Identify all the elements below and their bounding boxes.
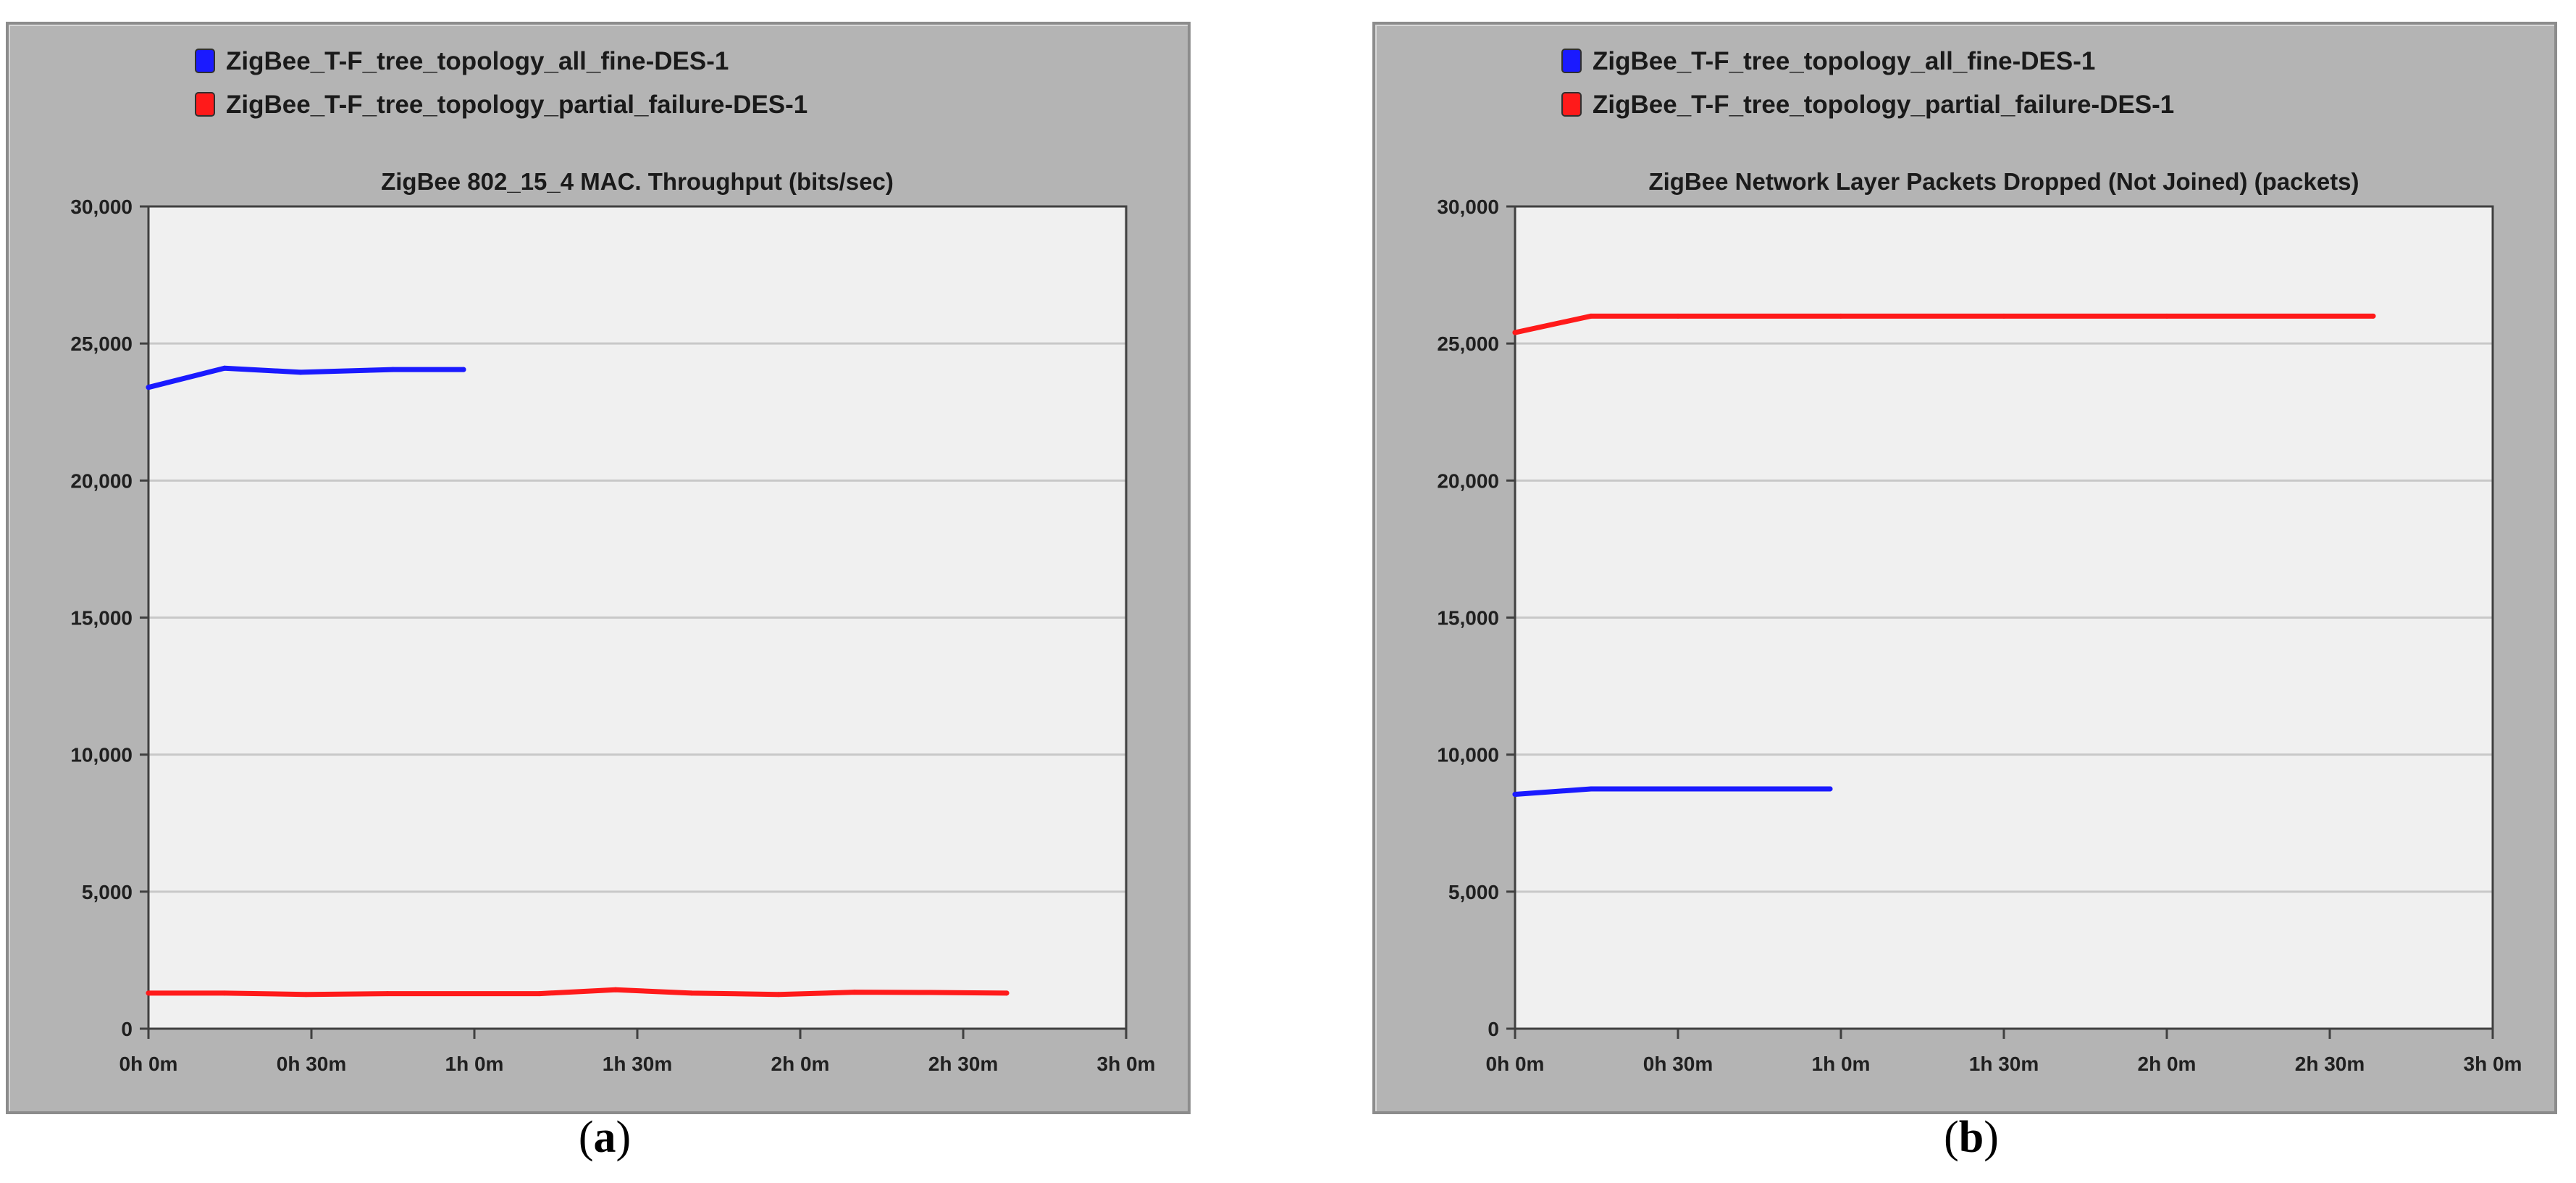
x-tick-label: 0h 30m — [277, 1053, 347, 1075]
y-tick-label: 30,000 — [70, 196, 133, 218]
chart-b: 0 5,000 10,000 15,000 20,000 25,000 30,000 0h 0… — [1437, 47, 2522, 1075]
chart-title: ZigBee Network Layer Packets Dropped (No… — [1648, 168, 2359, 195]
chart-title: ZigBee 802_15_4 MAC. Throughput (bits/se… — [381, 168, 894, 195]
y-tick-label: 5,000 — [82, 881, 133, 903]
caption-letter: a — [593, 1113, 616, 1162]
x-tick-label: 0h 0m — [119, 1053, 178, 1075]
y-tick-label: 0 — [1488, 1018, 1499, 1040]
series-line-1 — [1512, 786, 1833, 798]
x-tick-label: 0h 30m — [1643, 1053, 1713, 1075]
caption-letter: b — [1958, 1113, 1984, 1162]
data-point — [146, 990, 151, 996]
data-point — [852, 990, 857, 995]
data-point — [1004, 990, 1010, 996]
data-point — [222, 990, 227, 996]
data-point — [689, 990, 695, 996]
legend-swatch — [1561, 92, 1582, 117]
y-tick-label: 30,000 — [1437, 196, 1499, 218]
data-point — [222, 365, 227, 371]
data-point — [776, 992, 781, 998]
data-point — [2370, 313, 2376, 319]
data-point — [537, 991, 542, 997]
data-point — [303, 992, 309, 998]
legend-swatch — [195, 49, 215, 73]
x-tick-label: 1h 30m — [1969, 1053, 2039, 1075]
x-tick-label: 2h 30m — [928, 1053, 999, 1075]
data-point — [1675, 313, 1681, 319]
data-point — [2164, 313, 2170, 319]
data-point — [1827, 786, 1833, 792]
y-tick-label: 20,000 — [70, 469, 133, 492]
y-tick-label: 25,000 — [70, 333, 133, 355]
data-point — [928, 990, 934, 995]
data-point — [1588, 313, 1594, 319]
y-tick-label: 10,000 — [70, 744, 133, 766]
panel-caption-a: (a) — [578, 1113, 632, 1162]
chart-panel-a: 0 5,000 10,000 15,000 20,000 25,000 30,000 0h 0… — [0, 0, 1209, 1162]
data-point — [613, 987, 618, 992]
y-tick-label: 5,000 — [1448, 881, 1499, 903]
legend-label: ZigBee_T-F_tree_topology_partial_failure… — [226, 91, 807, 119]
data-point — [1675, 786, 1681, 792]
legend-label: ZigBee_T-F_tree_topology_partial_failure… — [1593, 91, 2174, 119]
x-tick-label: 1h 0m — [445, 1053, 504, 1075]
x-tick-label: 0h 0m — [1486, 1053, 1545, 1075]
data-point — [385, 991, 390, 997]
y-tick-label: 15,000 — [1437, 607, 1499, 630]
data-point — [390, 367, 395, 372]
y-tick-label: 25,000 — [1437, 333, 1499, 355]
x-tick-label: 1h 0m — [1812, 1053, 1871, 1075]
data-point — [1838, 313, 1844, 319]
y-tick-label: 0 — [121, 1018, 133, 1040]
legend-label: ZigBee_T-F_tree_topology_all_fine-DES-1 — [1593, 47, 2095, 75]
legend-swatch — [1561, 49, 1582, 73]
x-tick-label: 3h 0m — [2464, 1053, 2522, 1075]
data-point — [1512, 792, 1518, 798]
data-point — [298, 369, 303, 375]
legend-label: ZigBee_T-F_tree_topology_all_fine-DES-1 — [226, 47, 729, 75]
x-tick-label: 3h 0m — [1097, 1053, 1156, 1075]
chart-a: 0 5,000 10,000 15,000 20,000 25,000 30,000 0h 0… — [70, 47, 1156, 1075]
chart-panel-b: 0 5,000 10,000 15,000 20,000 25,000 30,000 0h 0… — [1367, 0, 2576, 1162]
data-point — [2001, 313, 2007, 319]
x-tick-label: 2h 30m — [2295, 1053, 2365, 1075]
data-point — [1588, 786, 1594, 792]
x-tick-label: 2h 0m — [771, 1053, 830, 1075]
legend-swatch — [195, 92, 215, 117]
x-tick-label: 1h 30m — [603, 1053, 673, 1075]
data-point — [1512, 330, 1518, 335]
y-tick-label: 15,000 — [70, 607, 133, 630]
x-tick-label: 2h 0m — [2138, 1053, 2197, 1075]
y-tick-label: 20,000 — [1437, 469, 1499, 492]
panel-caption-b: (b) — [1944, 1113, 1999, 1162]
data-point — [146, 385, 151, 390]
data-point — [461, 367, 466, 372]
y-tick-label: 10,000 — [1437, 744, 1499, 766]
